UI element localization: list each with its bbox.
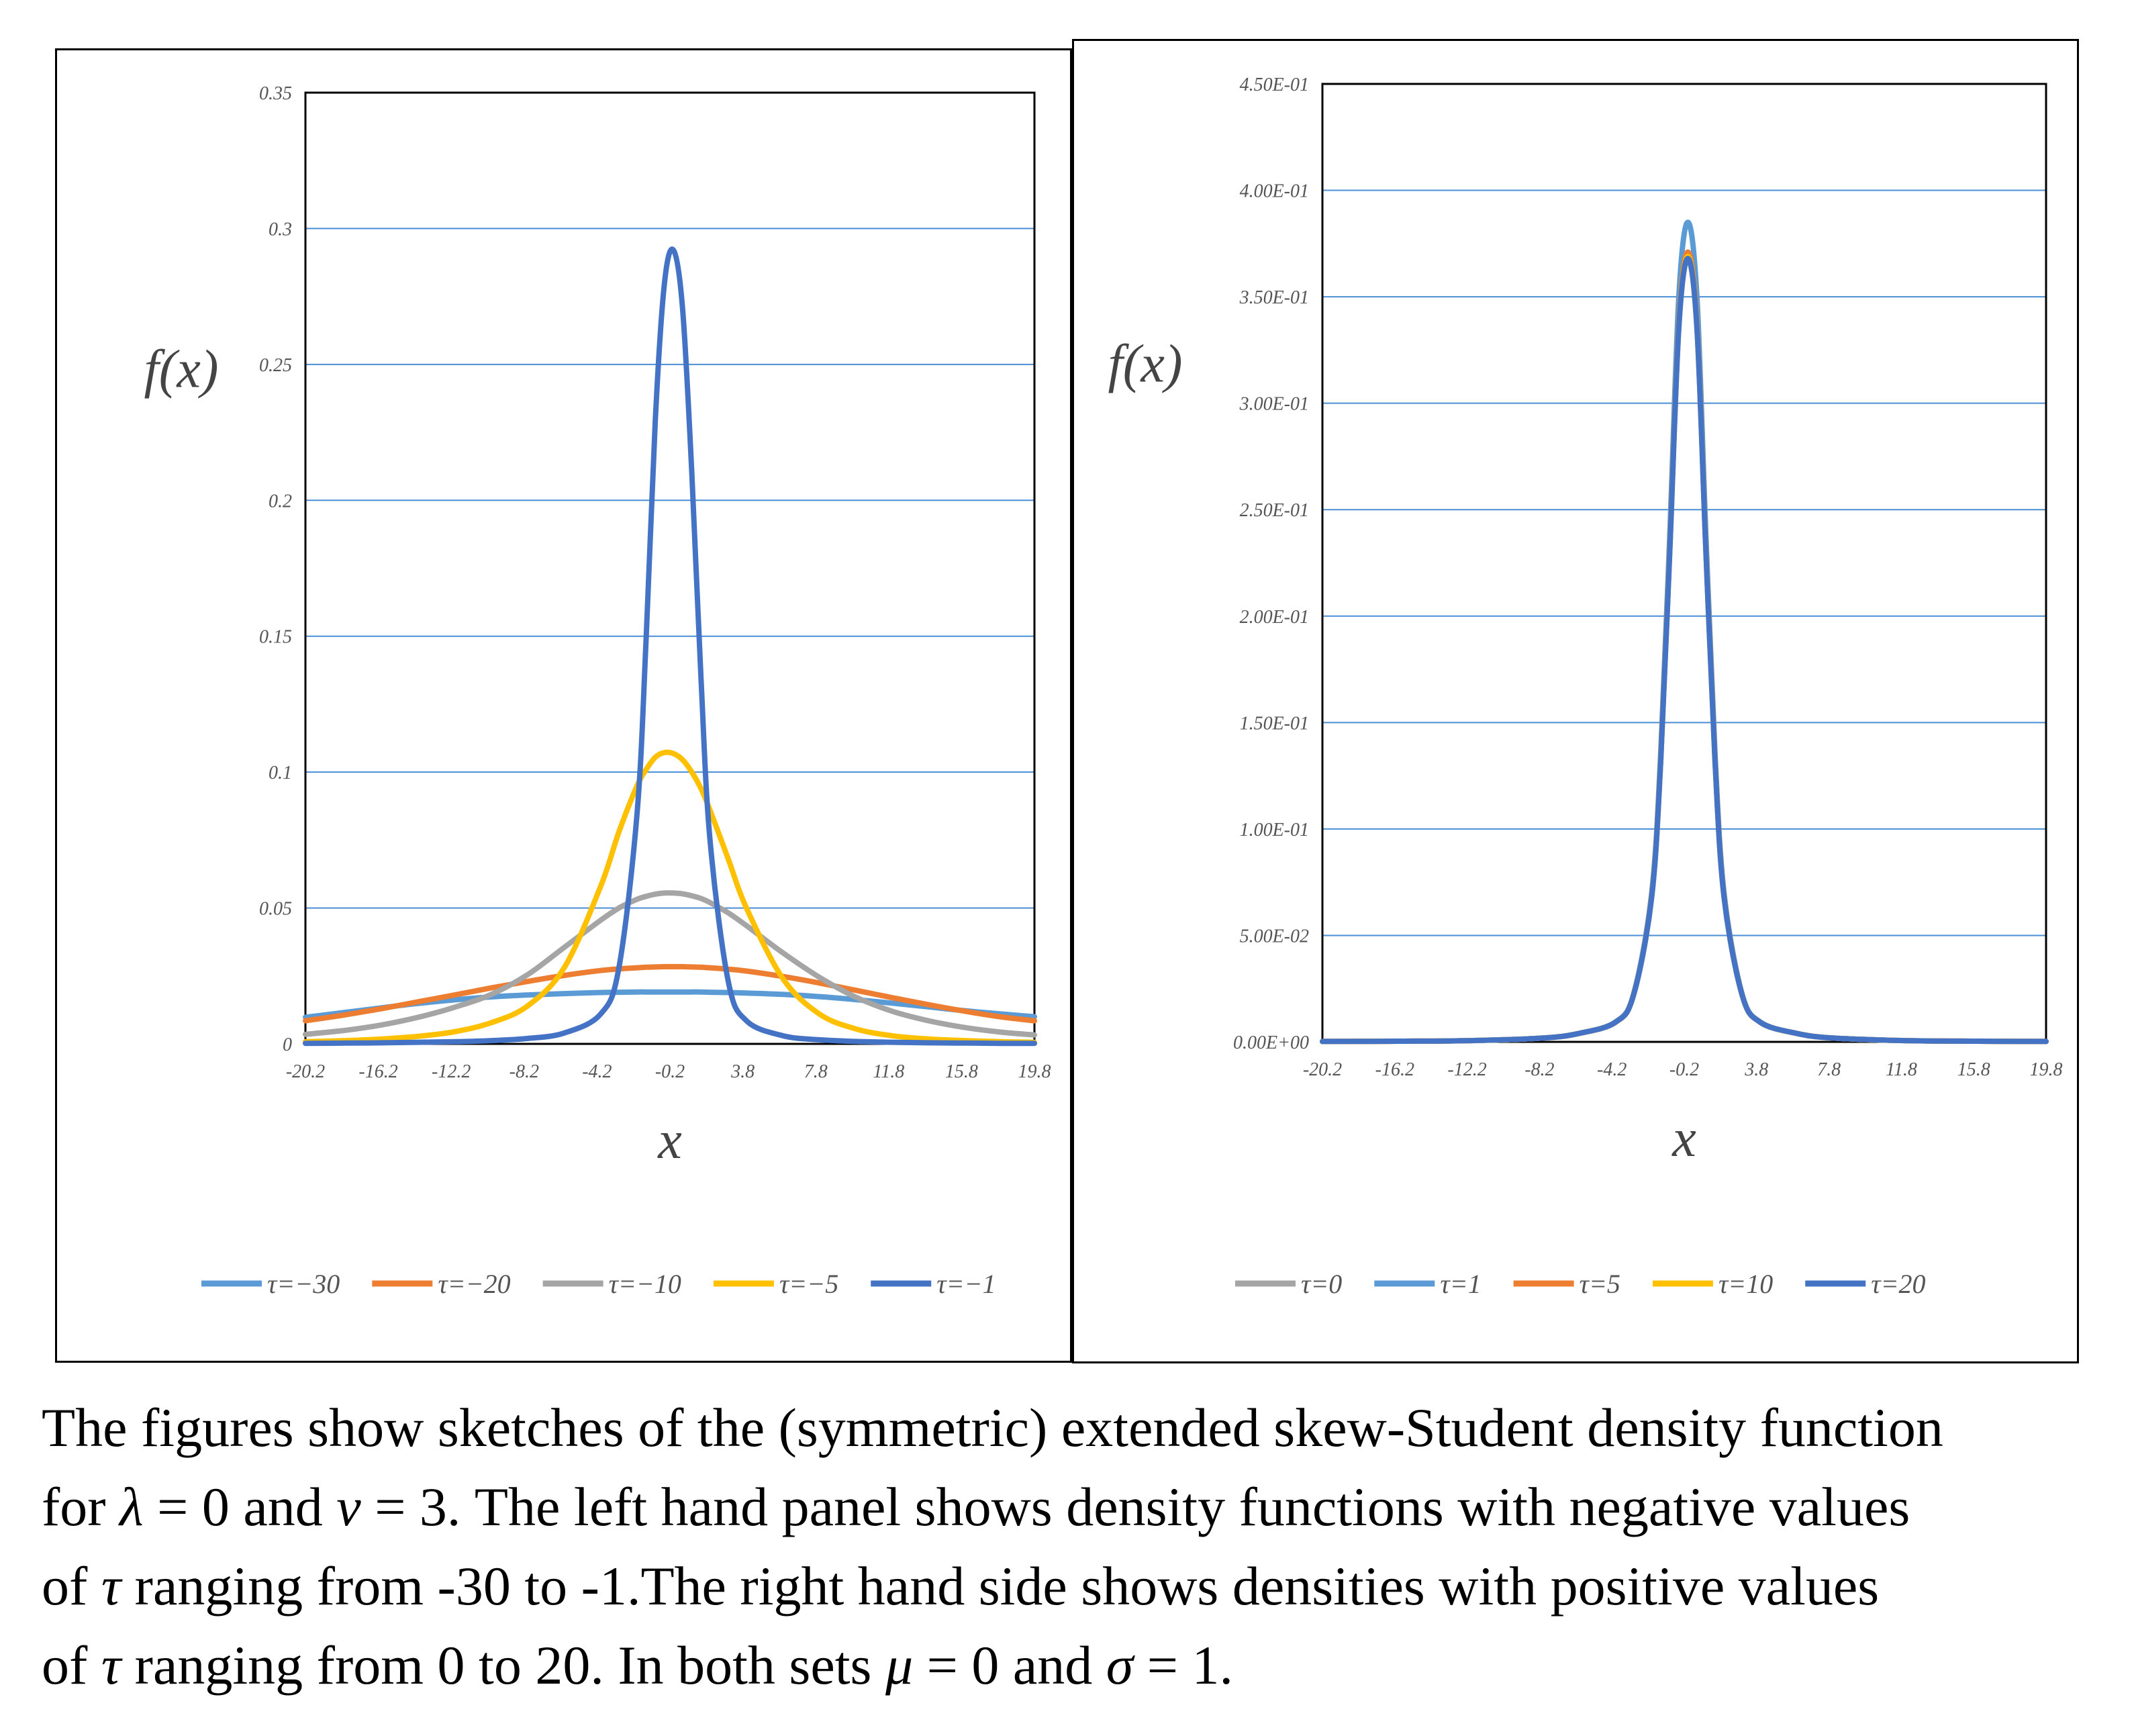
x-tick-label: 19.8 [1018, 1061, 1051, 1082]
series-line [303, 964, 1037, 1024]
legend-label: τ=20 [1871, 1269, 1925, 1299]
left-chart: 0 0.05 0.1 0.15 0.2 0.25 0.3 0.35 -20.2 -16.2 -12.… [144, 83, 1051, 1299]
caption-text: ranging from -30 to -1.The right hand si… [121, 1555, 1880, 1617]
y-tick-label: 0.05 [259, 899, 292, 920]
series-line [1320, 253, 2049, 1045]
x-tick-label: -16.2 [1375, 1059, 1414, 1080]
y-tick-label: 0.00E+00 [1233, 1032, 1309, 1053]
x-axis-label: x [657, 1111, 682, 1170]
y-tick-label: 4.50E-01 [1240, 75, 1309, 95]
right-chart-panel: 0.00E+00 5.00E-02 1.00E-01 1.50E-01 2.00E-01… [1072, 39, 2079, 1363]
series-line [1320, 220, 2049, 1045]
series-line [1320, 256, 2049, 1045]
x-tick-label: -0.2 [655, 1061, 685, 1082]
legend-label: τ=−1 [936, 1269, 996, 1299]
legend-label: τ=5 [1580, 1269, 1620, 1299]
legend-label: τ=1 [1440, 1269, 1481, 1299]
legend-label: τ=−30 [267, 1269, 340, 1299]
x-tick-label: -8.2 [1524, 1059, 1554, 1080]
caption-text: of [42, 1635, 101, 1696]
y-tick-label: 1.00E-01 [1240, 820, 1309, 840]
y-tick-label: 0.25 [259, 355, 292, 376]
x-tick-label: 11.8 [873, 1061, 904, 1082]
x-tick-label: 3.8 [1744, 1059, 1768, 1080]
y-axis-label: f(x) [1108, 335, 1182, 394]
y-tick-label: 4.00E-01 [1240, 181, 1309, 202]
caption-text: = 0 and [913, 1635, 1106, 1696]
caption-symbol-tau: τ [101, 1635, 122, 1696]
y-tick-label: 0.2 [269, 491, 292, 512]
caption-text: = 3. The left hand panel shows density f… [360, 1476, 1910, 1537]
x-tick-label: -0.2 [1669, 1059, 1699, 1080]
x-tick-label: 19.8 [2030, 1059, 2063, 1080]
caption-text: = 0 and [143, 1476, 337, 1537]
series-line [1320, 249, 2049, 1045]
legend-label: τ=0 [1301, 1269, 1342, 1299]
x-tick-label: -20.2 [1303, 1059, 1342, 1080]
legend-label: τ=10 [1718, 1269, 1773, 1299]
x-tick-label: 15.8 [1957, 1059, 1990, 1080]
x-tick-label: -4.2 [1597, 1059, 1627, 1080]
x-tick-label: 7.8 [1817, 1059, 1841, 1080]
x-tick-label: 11.8 [1886, 1059, 1917, 1080]
y-tick-label: 3.00E-01 [1239, 394, 1309, 415]
y-tick-label: 3.50E-01 [1239, 287, 1309, 308]
x-axis-label: x [1671, 1109, 1696, 1168]
x-tick-label: 3.8 [730, 1061, 755, 1082]
caption-text: = 1. [1133, 1635, 1233, 1696]
y-tick-label: 0.3 [269, 219, 292, 240]
x-tick-label: -12.2 [1447, 1059, 1486, 1080]
y-tick-label: 2.50E-01 [1240, 500, 1309, 521]
x-tick-label: 7.8 [804, 1061, 828, 1082]
series-line [303, 749, 1037, 1045]
right-chart: 0.00E+00 5.00E-02 1.00E-01 1.50E-01 2.00E-01… [1108, 75, 2063, 1299]
y-axis-label: f(x) [144, 340, 218, 399]
y-tick-label: 0.35 [259, 83, 292, 104]
caption-line-1: The figures show sketches of the (symmet… [42, 1397, 1943, 1458]
x-tick-label: -4.2 [582, 1061, 612, 1082]
x-tick-label: -8.2 [510, 1061, 539, 1082]
legend-label: τ=−20 [438, 1269, 510, 1299]
figure-caption: The figures show sketches of the (symmet… [42, 1388, 2102, 1705]
caption-symbol-nu: ν [336, 1476, 361, 1537]
legend-label: τ=−10 [609, 1269, 681, 1299]
left-chart-panel: 0 0.05 0.1 0.15 0.2 0.25 0.3 0.35 -20.2 -16.2 -12.… [55, 48, 1072, 1363]
x-tick-label: -16.2 [358, 1061, 397, 1082]
caption-symbol-mu: μ [885, 1635, 914, 1696]
y-tick-label: 2.00E-01 [1240, 607, 1309, 628]
x-tick-label: -20.2 [286, 1061, 325, 1082]
series-line [303, 246, 1037, 1047]
caption-text: ranging from 0 to 20. In both sets [121, 1635, 885, 1696]
series-line [303, 890, 1037, 1038]
legend-label: τ=−5 [779, 1269, 838, 1299]
y-tick-label: 0.15 [259, 627, 292, 648]
caption-symbol-tau: τ [101, 1555, 122, 1617]
plot-area-frame [1321, 83, 2047, 1043]
plot-area-frame [304, 91, 1036, 1045]
caption-text: for [42, 1476, 120, 1537]
y-tick-label: 0.1 [269, 763, 292, 783]
caption-symbol-sigma: σ [1106, 1635, 1134, 1696]
series-line [1320, 256, 2049, 1045]
y-tick-label: 1.50E-01 [1240, 713, 1309, 734]
x-tick-label: 15.8 [945, 1061, 978, 1082]
y-tick-label: 5.00E-02 [1240, 926, 1309, 947]
x-tick-label: -12.2 [432, 1061, 471, 1082]
y-tick-label: 0 [283, 1034, 292, 1055]
caption-symbol-lambda: λ [119, 1476, 144, 1537]
caption-text: of [42, 1555, 101, 1617]
